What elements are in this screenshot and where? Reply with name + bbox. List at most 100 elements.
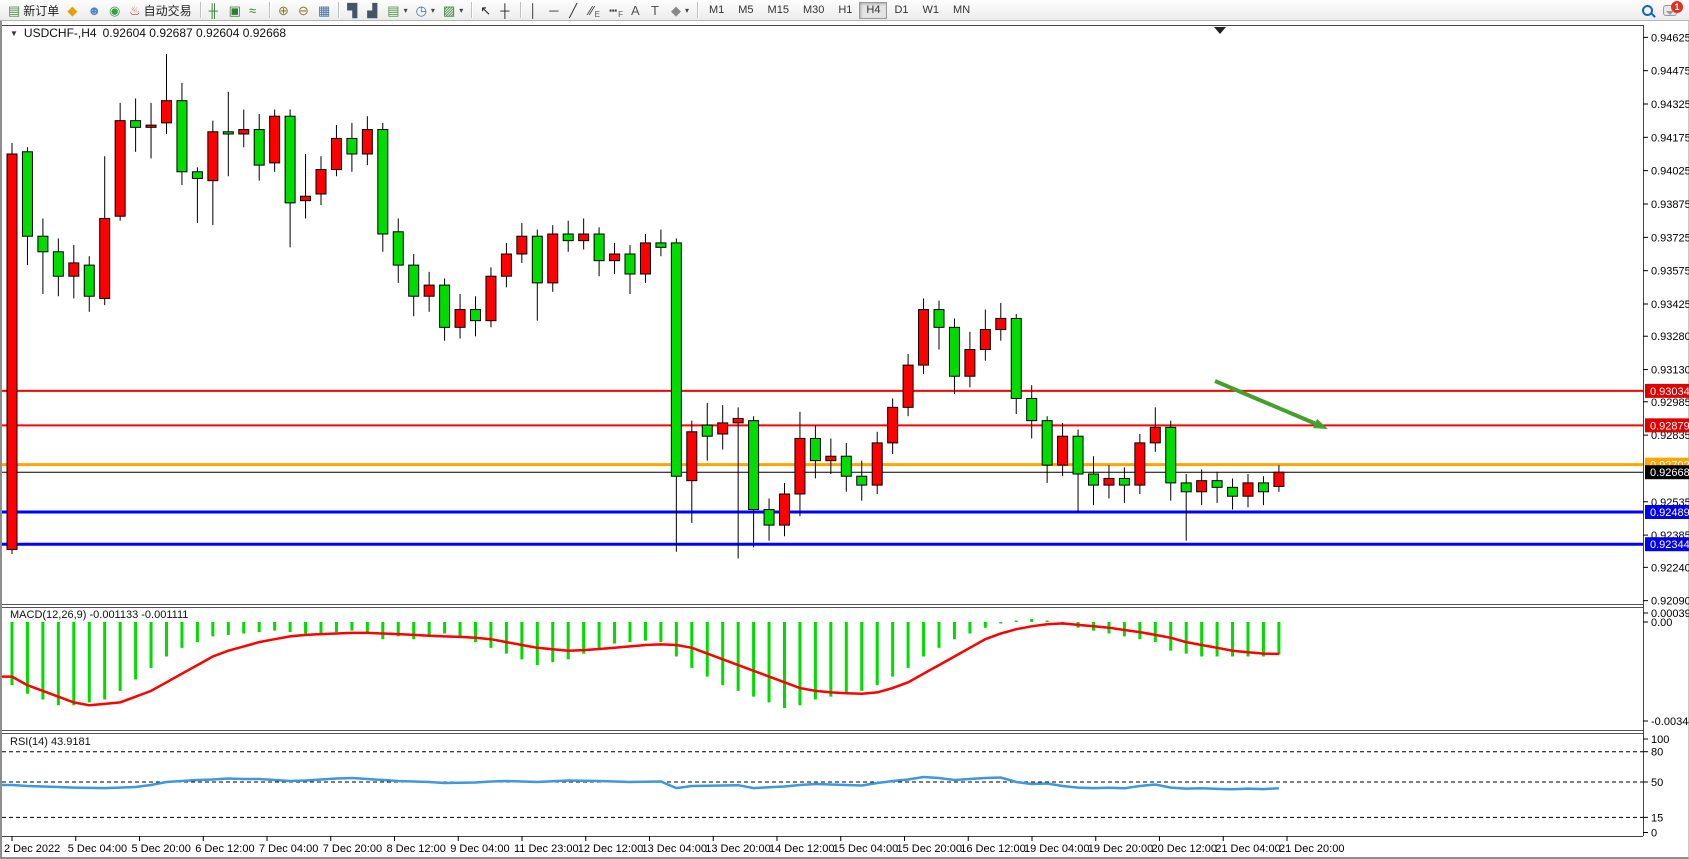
channel-icon: ∕∕ bbox=[589, 2, 594, 18]
svg-text:14 Dec 12:00: 14 Dec 12:00 bbox=[769, 843, 834, 855]
profile-icon: ☻ bbox=[87, 2, 101, 18]
horizontal-line-icon: ─ bbox=[549, 2, 559, 18]
arrows-button[interactable]: ◆ ▾ bbox=[667, 1, 693, 20]
macd-panel[interactable]: 0.0003980.00 -0.003447 bbox=[2, 608, 1689, 728]
line-chart-mode-button[interactable]: ≈ bbox=[245, 1, 265, 20]
chart-window[interactable]: 0.94625 0.94475 0.94325 0.94175 0.94025 0.938… bbox=[0, 21, 1689, 859]
new-order-button[interactable]: ▤ 新订单 bbox=[4, 1, 63, 20]
svg-text:13 Dec 20:00: 13 Dec 20:00 bbox=[705, 843, 770, 855]
tile-windows-icon: ▦ bbox=[317, 2, 331, 18]
trendline-icon: ╱ bbox=[569, 2, 578, 18]
zoom-in-button[interactable]: ⊕ bbox=[274, 1, 294, 20]
fibonacci-icon-sub: F bbox=[618, 9, 623, 19]
accounts-button[interactable]: ☻ bbox=[83, 1, 105, 20]
svg-text:0.94625: 0.94625 bbox=[1651, 32, 1689, 44]
level-lines[interactable] bbox=[2, 389, 1643, 546]
collapse-icon[interactable]: ▼ bbox=[10, 28, 18, 38]
cursor-icon: ↖ bbox=[480, 2, 492, 18]
candles[interactable] bbox=[6, 54, 1285, 559]
rsi-line bbox=[2, 775, 1279, 791]
toolbar-separator bbox=[199, 2, 201, 18]
toolbar-separator bbox=[696, 2, 698, 18]
shift-marker-icon[interactable] bbox=[1214, 27, 1226, 34]
timeframe-button-mn[interactable]: MN bbox=[953, 4, 971, 16]
new-chart-button[interactable]: ▤ ▾ bbox=[383, 1, 411, 20]
zoom-out-button[interactable]: ⊖ bbox=[294, 1, 314, 20]
svg-text:21 Dec 04:00: 21 Dec 04:00 bbox=[1215, 843, 1280, 855]
vertical-line-button[interactable]: │ bbox=[525, 1, 545, 20]
new-order-button-label: 新订单 bbox=[23, 3, 60, 18]
chevron-down-icon[interactable]: ▾ bbox=[403, 5, 408, 15]
history-center-button[interactable]: ◆ bbox=[63, 1, 83, 20]
signals-button[interactable]: ◉ bbox=[105, 1, 125, 20]
text-button[interactable]: A bbox=[627, 1, 647, 20]
svg-text:8 Dec 12:00: 8 Dec 12:00 bbox=[387, 843, 446, 855]
svg-text:12 Dec 12:00: 12 Dec 12:00 bbox=[578, 843, 643, 855]
svg-text:0.93034: 0.93034 bbox=[1650, 386, 1689, 398]
svg-text:0.94475: 0.94475 bbox=[1651, 66, 1689, 78]
timeframe-button-w1[interactable]: W1 bbox=[922, 4, 940, 16]
svg-text:80: 80 bbox=[1651, 747, 1663, 759]
crosshair-button[interactable]: ┼ bbox=[496, 1, 516, 20]
tile-windows-button[interactable]: ▦ bbox=[314, 1, 334, 20]
fibonacci-button[interactable]: ┅ F bbox=[605, 1, 627, 20]
trend-arrow[interactable] bbox=[1214, 379, 1328, 429]
toolbar-separator bbox=[338, 2, 340, 18]
rsi-indicator-label: RSI(14) 43.9181 bbox=[10, 736, 91, 748]
svg-text:2 Dec 2022: 2 Dec 2022 bbox=[4, 843, 60, 855]
svg-text:0.94025: 0.94025 bbox=[1651, 166, 1689, 178]
timeframe-button-m5[interactable]: M5 bbox=[738, 4, 754, 16]
timeframe-button-m30[interactable]: M30 bbox=[802, 4, 825, 16]
toolbar-separator bbox=[520, 2, 522, 18]
auto-scroll-icon: ▜ bbox=[347, 2, 358, 18]
toolbar-separator bbox=[471, 2, 473, 18]
svg-text:0.92879: 0.92879 bbox=[1650, 420, 1689, 432]
notifications-icon[interactable]: 1 bbox=[1663, 0, 1683, 16]
chart-symbol-period: USDCHF-,H4 bbox=[23, 26, 97, 40]
chevron-down-icon[interactable]: ▾ bbox=[430, 5, 435, 15]
svg-text:13 Dec 04:00: 13 Dec 04:00 bbox=[642, 843, 707, 855]
timeframe-button-m15[interactable]: M15 bbox=[767, 4, 789, 16]
fibonacci-icon: ┅ bbox=[609, 2, 618, 18]
svg-text:15 Dec 04:00: 15 Dec 04:00 bbox=[833, 843, 898, 855]
timeframe-button-m1[interactable]: M1 bbox=[708, 4, 725, 16]
candlestick-icon: ▣ bbox=[228, 2, 241, 18]
timeframe-button-d1[interactable]: D1 bbox=[894, 4, 909, 16]
auto-scroll-button[interactable]: ▜ bbox=[343, 1, 363, 20]
macd-name: MACD(12,26,9) bbox=[10, 609, 87, 621]
candlestick-chart-surface[interactable]: 0.94625 0.94475 0.94325 0.94175 0.94025 0.938… bbox=[2, 21, 1689, 859]
trendline-button[interactable]: ╱ bbox=[565, 1, 585, 20]
rsi-value: 43.9181 bbox=[50, 736, 91, 748]
chevron-down-icon[interactable]: ▾ bbox=[459, 5, 464, 15]
macd-values: -0.001133 -0.001111 bbox=[89, 609, 189, 621]
timeframe-button-h4[interactable]: H4 bbox=[859, 1, 888, 19]
signal-icon: ◉ bbox=[109, 2, 121, 18]
horizontal-line-button[interactable]: ─ bbox=[545, 1, 565, 20]
search-icon[interactable] bbox=[1642, 4, 1653, 16]
equidistant-channel-button[interactable]: ∕∕ E bbox=[585, 1, 605, 20]
text-label-button[interactable]: T bbox=[647, 1, 667, 20]
svg-text:7 Dec 04:00: 7 Dec 04:00 bbox=[259, 843, 318, 855]
auto-trading-button[interactable]: ♨ 自动交易 bbox=[125, 1, 196, 20]
svg-text:6 Dec 12:00: 6 Dec 12:00 bbox=[195, 843, 254, 855]
svg-text:0.94175: 0.94175 bbox=[1651, 132, 1689, 144]
line-chart-icon: ≈ bbox=[248, 2, 257, 18]
svg-text:0.92489: 0.92489 bbox=[1650, 507, 1689, 519]
svg-text:-0.003447: -0.003447 bbox=[1651, 716, 1689, 728]
chart-shift-button[interactable]: ▟ bbox=[363, 1, 383, 20]
svg-text:0.92835: 0.92835 bbox=[1651, 430, 1689, 442]
period-button[interactable]: ◷ ▾ bbox=[412, 1, 439, 20]
candle-chart-mode-button[interactable]: ▣ bbox=[225, 1, 245, 20]
macd-indicator-label: MACD(12,26,9) -0.001133 -0.001111 bbox=[10, 609, 188, 621]
svg-text:0.92985: 0.92985 bbox=[1651, 397, 1689, 409]
price-axis: 0.94625 0.94475 0.94325 0.94175 0.94025 0.938… bbox=[1643, 32, 1689, 608]
cursor-button[interactable]: ↖ bbox=[476, 1, 496, 20]
template-button[interactable]: ▨ ▾ bbox=[439, 1, 467, 20]
svg-text:15 Dec 20:00: 15 Dec 20:00 bbox=[897, 843, 962, 855]
svg-text:0.93130: 0.93130 bbox=[1651, 365, 1689, 377]
timeframe-button-h1[interactable]: H1 bbox=[838, 4, 853, 16]
bar-chart-mode-button[interactable]: ╫ bbox=[205, 1, 225, 20]
auto-trading-button-label: 自动交易 bbox=[143, 3, 192, 18]
chevron-down-icon[interactable]: ▾ bbox=[684, 5, 689, 15]
